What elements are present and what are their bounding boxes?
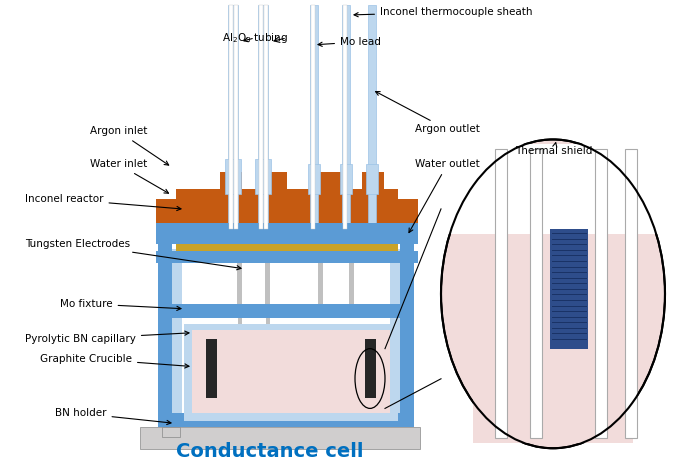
Bar [184, 324, 398, 413]
Bar [259, 5, 263, 229]
Bar [176, 189, 398, 229]
Bar [343, 5, 347, 229]
Bar [390, 324, 398, 413]
Bar [340, 164, 352, 194]
Bar [266, 318, 270, 324]
Bar [258, 5, 268, 229]
Text: Al$_2$O$_3$ tubing: Al$_2$O$_3$ tubing [222, 31, 288, 45]
Text: Water outlet: Water outlet [409, 159, 480, 232]
Bar [156, 223, 418, 235]
Bar [368, 5, 376, 229]
Text: Inconel thermocouple sheath: Inconel thermocouple sheath [354, 7, 532, 17]
Bar [156, 251, 418, 263]
Bar [495, 150, 507, 438]
Bar [320, 172, 342, 194]
Text: Pyrolytic BN capillary: Pyrolytic BN capillary [25, 331, 189, 344]
Bar [311, 5, 315, 229]
Bar [366, 164, 378, 194]
Ellipse shape [441, 139, 665, 448]
Bar [158, 239, 172, 413]
Bar [318, 229, 323, 304]
Bar [184, 324, 192, 413]
Bar [172, 249, 182, 413]
Bar [220, 172, 242, 194]
Bar [400, 239, 414, 413]
Bar [310, 5, 318, 229]
Text: BN holder: BN holder [55, 408, 171, 425]
Text: Mo lead: Mo lead [318, 37, 381, 47]
Bar [446, 144, 660, 234]
Bar [396, 304, 404, 318]
Text: Argon outlet: Argon outlet [376, 92, 480, 134]
Bar [237, 229, 242, 304]
Bar [264, 5, 268, 229]
Bar [225, 159, 241, 194]
Text: Graphite Crucible: Graphite Crucible [40, 354, 189, 368]
Text: Water inlet: Water inlet [90, 159, 168, 193]
Bar [308, 164, 320, 194]
Bar [229, 5, 233, 229]
Bar [349, 229, 354, 304]
Bar [156, 199, 176, 229]
Bar [342, 5, 350, 229]
Bar [168, 304, 176, 318]
Bar [158, 413, 414, 427]
Bar [172, 304, 400, 318]
Text: Argon inlet: Argon inlet [90, 126, 169, 165]
Bar [255, 159, 271, 194]
Bar [140, 427, 420, 449]
Bar [228, 5, 238, 229]
Bar [625, 150, 637, 438]
Bar [595, 150, 607, 438]
Text: Inconel reactor: Inconel reactor [25, 194, 181, 211]
Bar [238, 318, 242, 324]
Text: Thermal shield: Thermal shield [515, 143, 592, 156]
Text: Tungsten Electrodes: Tungsten Electrodes [25, 239, 241, 270]
Bar [550, 229, 588, 349]
Text: Mo fixture: Mo fixture [60, 299, 181, 311]
Bar [162, 427, 180, 437]
Bar [176, 244, 398, 252]
Bar [176, 237, 398, 245]
Bar [362, 172, 384, 194]
Bar [398, 199, 418, 229]
Bar [265, 172, 287, 194]
Bar [473, 234, 633, 443]
Bar [234, 5, 238, 229]
Bar [265, 229, 270, 304]
Bar [206, 338, 217, 399]
Text: Conductance cell: Conductance cell [177, 442, 363, 461]
Bar [530, 150, 542, 438]
Bar [184, 413, 398, 421]
Bar [390, 249, 400, 413]
Bar [365, 338, 376, 399]
Bar [184, 324, 398, 330]
Bar [156, 234, 418, 244]
